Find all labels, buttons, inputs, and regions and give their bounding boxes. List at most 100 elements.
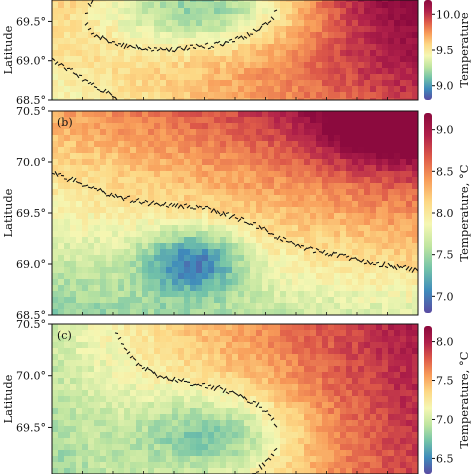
heatmap-cell: [304, 111, 311, 118]
heatmap-cell: [226, 267, 233, 274]
heatmap-cell: [154, 74, 161, 81]
heatmap-cell: [340, 384, 347, 391]
heatmap-cell: [346, 462, 353, 469]
heatmap-cell: [388, 8, 395, 15]
heatmap-cell: [106, 348, 113, 355]
heatmap-cell: [76, 26, 83, 33]
heatmap-cell: [202, 303, 209, 310]
heatmap-cell: [100, 165, 107, 172]
heatmap-cell: [316, 297, 323, 304]
heatmap-cell: [214, 32, 221, 39]
heatmap-cell: [58, 408, 65, 415]
heatmap-cell: [406, 14, 413, 21]
heatmap-cell: [280, 159, 287, 166]
heatmap-cell: [214, 354, 221, 361]
heatmap-cell: [190, 98, 197, 100]
heatmap-cell: [202, 450, 209, 457]
heatmap-cell: [382, 86, 389, 93]
heatmap-cell: [106, 189, 113, 196]
heatmap-cell: [88, 309, 95, 315]
heatmap-cell: [286, 273, 293, 280]
heatmap-cell: [382, 219, 389, 226]
heatmap-cell: [280, 291, 287, 298]
heatmap-cell: [232, 50, 239, 57]
heatmap-cell: [136, 231, 143, 238]
heatmap-cell: [118, 354, 125, 361]
heatmap-cell: [274, 14, 281, 21]
heatmap-cell: [166, 456, 173, 463]
heatmap-cell: [190, 62, 197, 69]
heatmap-cell: [214, 336, 221, 343]
heatmap-cell: [406, 153, 413, 160]
heatmap-cell: [250, 177, 257, 184]
heatmap-cell: [322, 243, 329, 250]
heatmap-cell: [256, 243, 263, 250]
heatmap-cell: [220, 372, 227, 379]
heatmap-cell: [160, 195, 167, 202]
heatmap-cell: [268, 243, 275, 250]
heatmap-cell: [262, 456, 269, 463]
heatmap-cell: [412, 420, 418, 427]
heatmap-cell: [148, 117, 155, 124]
heatmap-cell: [160, 8, 167, 15]
heatmap-cell: [208, 219, 215, 226]
heatmap-cell: [334, 324, 341, 331]
heatmap-cell: [280, 98, 287, 100]
heatmap-cell: [196, 384, 203, 391]
heatmap-cell: [364, 378, 371, 385]
heatmap-cell: [214, 279, 221, 286]
contour-line: [96, 188, 101, 192]
heatmap-cell: [250, 285, 257, 292]
heatmap-cell: [310, 366, 317, 373]
heatmap-cell: [358, 396, 365, 403]
heatmap-cell: [172, 183, 179, 190]
heatmap-cell: [178, 111, 185, 118]
heatmap-cell: [286, 159, 293, 166]
heatmap-cell: [178, 414, 185, 421]
heatmap-cell: [244, 396, 251, 403]
heatmap-cell: [154, 129, 161, 136]
heatmap-cell: [112, 177, 119, 184]
heatmap-cell: [334, 8, 341, 15]
heatmap-cell: [370, 123, 377, 130]
heatmap-cell: [100, 384, 107, 391]
heatmap-cell: [400, 261, 407, 268]
heatmap-cell: [250, 420, 257, 427]
heatmap-cell: [178, 237, 185, 244]
heatmap-cell: [352, 159, 359, 166]
heatmap-cell: [208, 225, 215, 232]
heatmap-cell: [292, 297, 299, 304]
heatmap-cell: [250, 273, 257, 280]
heatmap-cell: [52, 273, 59, 280]
heatmap-cell: [82, 201, 89, 208]
heatmap-cell: [136, 456, 143, 463]
heatmap-cell: [172, 354, 179, 361]
contour-line: [294, 243, 299, 247]
heatmap-cell: [232, 426, 239, 433]
heatmap-cell: [292, 462, 299, 469]
heatmap-cell: [328, 438, 335, 445]
heatmap-cell: [334, 462, 341, 469]
heatmap-cell: [334, 165, 341, 172]
heatmap-cell: [250, 111, 257, 118]
heatmap-cell: [214, 408, 221, 415]
heatmap-cell: [142, 219, 149, 226]
heatmap-cell: [370, 378, 377, 385]
heatmap-cell: [124, 68, 131, 75]
heatmap-cell: [382, 390, 389, 397]
heatmap-cell: [304, 348, 311, 355]
heatmap-cell: [160, 62, 167, 69]
heatmap-cell: [334, 225, 341, 232]
heatmap-cell: [382, 396, 389, 403]
heatmap-cell: [238, 80, 245, 87]
heatmap-cell: [292, 432, 299, 439]
heatmap-cell: [352, 456, 359, 463]
heatmap-cell: [346, 56, 353, 63]
heatmap-cell: [376, 195, 383, 202]
heatmap-cell: [148, 74, 155, 81]
heatmap-cell: [118, 273, 125, 280]
heatmap-cell: [304, 450, 311, 457]
heatmap-cell: [340, 237, 347, 244]
heatmap-cell: [82, 177, 89, 184]
heatmap-cell: [208, 20, 215, 27]
